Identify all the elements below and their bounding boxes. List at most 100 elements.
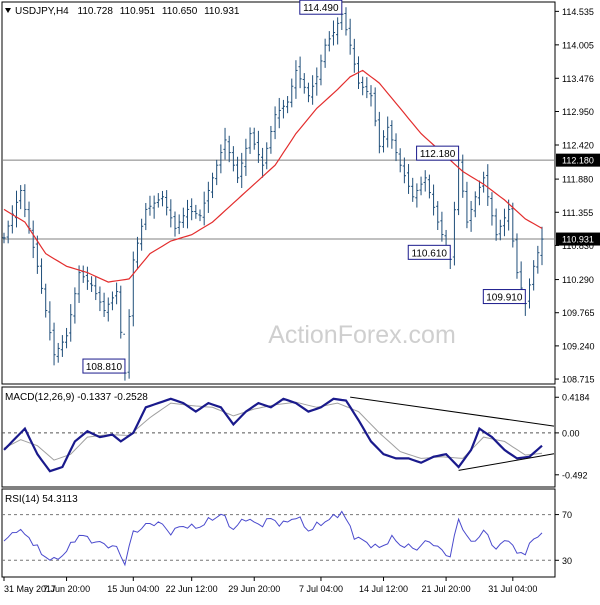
watermark: ActionForex.com [268,321,456,349]
ohlc-bar [527,278,532,309]
price-callout-label: 114.490 [303,3,339,14]
ohlc-bar [227,135,231,163]
price-title-group: USDJPY,H4 110.728 110.951 110.650 110.93… [5,6,240,17]
ohlc-bar [419,176,423,196]
moving-average-line [3,69,543,283]
ohlc-bar [106,297,110,322]
x-tick-label: 31 Jul 04:00 [488,584,537,594]
ohlc-bar [477,180,482,206]
ohlc-bar [352,38,356,73]
rsi-panel-frame [1,488,556,578]
ohlc-bar [39,258,44,294]
ohlc-bar [490,192,494,226]
macd-layer [2,396,555,473]
price-callout: 112.180 [416,145,460,161]
ohlc-bar [152,195,156,219]
price-callout: 114.490 [299,0,343,15]
ohlc-bar [190,198,194,221]
ohlc-bar [306,82,311,103]
chart-symbol-icon [5,8,11,13]
level-badge-label: 112.180 [562,156,594,166]
ohlc-bar [369,85,373,107]
price-callout-label: 108.810 [86,362,123,373]
ohlc-bar [135,236,140,270]
ohlc-bar [202,191,206,226]
price-y-tick-label: 112.420 [562,140,594,150]
ohlc-bar [85,266,90,290]
ohlc-bar [235,156,240,184]
ohlc-bar [402,157,406,184]
ohlc-bar [540,226,544,266]
price-callout: 110.610 [407,244,451,260]
ohlc-bar [440,211,444,242]
x-tick-label: 29 Jun 20:00 [228,584,280,594]
price-callout-label: 110.610 [412,248,448,259]
ohlc-bar [273,106,277,140]
level-badge [556,232,600,246]
x-tick-label: 14 Jul 12:00 [359,584,408,594]
price-y-tick-label: 113.476 [562,74,594,84]
x-tick-label: 7 Jun 20:00 [43,584,90,594]
ohlc-bar [6,220,10,244]
ohlc-bar [231,146,235,172]
ohlc-bar [327,31,331,52]
ohlc-bar [102,292,106,317]
ohlc-bar [302,73,306,94]
ohlc-bar [415,183,419,208]
ohlc-bar [94,276,98,301]
ohlc-bar [77,265,81,303]
ohlc-bar [127,309,131,379]
x-tick-label: 22 Jun 12:00 [166,584,218,594]
ohlc-bar [507,199,511,231]
ohlc-bar [269,125,273,154]
ohlc-bar [23,184,27,218]
ohlc-bar [177,214,181,235]
price-callout: 108.810 [82,358,126,374]
ohlc-bar [98,286,102,312]
ohlc-bar [148,195,152,216]
ohlc-bar [331,20,336,46]
ohlc-bar [532,260,536,291]
ohlc-bar [394,133,398,162]
ohlc-bar [169,199,173,228]
ohlc-bar [511,202,515,248]
ohlc-close: 110.931 [204,6,240,17]
ohlc-bar [461,154,465,198]
ohlc-bar [198,209,202,222]
macd-trendline [458,453,555,471]
ohlc-bar [260,147,265,178]
ohlc-bar [265,142,269,170]
ohlc-bar [131,251,135,327]
axes-layer: 114.535 114.005 113.476 112.950 112.420 111.8… [3,7,600,594]
macd-line [3,397,543,473]
ohlc-bar [215,159,219,186]
x-tick-label: 21 Jul 20:00 [422,584,471,594]
ohlc-bar [452,201,457,266]
price-y-tick-label: 111.880 [562,175,593,185]
macd-trendline [350,396,555,427]
ohlc-bar [515,233,519,279]
ohlc-bar [110,291,115,311]
price-callout-box [482,289,526,305]
ohlc-bar [181,207,185,228]
ohlc-bar [165,190,169,216]
ohlc-bar [19,185,23,210]
ohlc-bar [536,245,540,274]
ohlc-bar [48,301,52,341]
ohlc-bar [298,56,302,89]
macd-title: MACD(12,26,9) -0.1337 -0.2528 [5,392,148,403]
rsi-y-tick-label: 30 [562,556,572,566]
price-y-tick-label: 112.950 [562,107,594,117]
ohlc-bar [115,282,119,305]
ohlc-bar [482,171,486,193]
ohlc-bar [498,219,502,241]
ohlc-bar [411,177,415,202]
ohlc-bar [373,87,377,127]
macd-y-tick-label: 0.00 [562,428,580,438]
price-callout-box [407,244,451,260]
ohlc-bar [194,204,198,219]
ohlc-bar [427,174,431,199]
ohlc-bar [469,200,473,232]
